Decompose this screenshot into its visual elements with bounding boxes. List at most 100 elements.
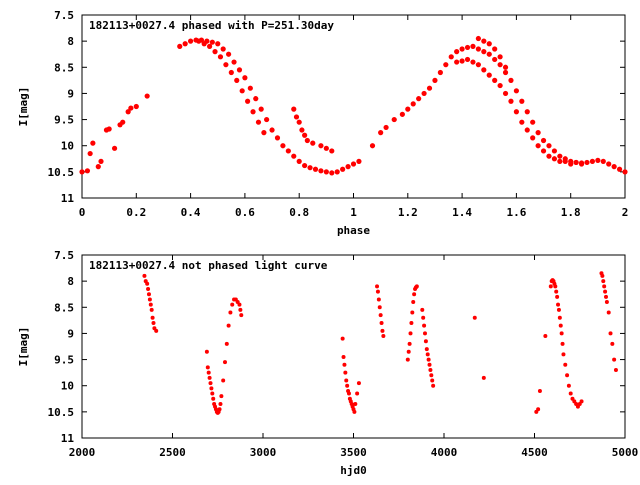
data-point: [546, 143, 552, 149]
data-point: [212, 49, 218, 55]
data-point: [560, 341, 565, 346]
data-point: [568, 391, 573, 396]
data-point: [207, 375, 212, 380]
data-point: [492, 77, 498, 83]
data-point: [601, 279, 606, 284]
data-point: [427, 362, 432, 367]
data-point: [219, 394, 224, 399]
data-point: [414, 284, 419, 289]
data-point: [513, 88, 520, 94]
data-point: [613, 368, 618, 373]
data-point: [508, 98, 514, 104]
x-tick-label: 2000: [69, 446, 96, 459]
x-axis-label: hjd0: [340, 464, 367, 477]
x-tick-label: 0.8: [289, 206, 309, 219]
y-tick-label: 11: [61, 192, 75, 205]
data-point: [307, 165, 313, 171]
data-point: [341, 354, 346, 359]
data-point: [568, 161, 574, 167]
x-tick-label: 0.2: [126, 206, 146, 219]
data-point: [340, 336, 345, 341]
y-tick-label: 9.5: [54, 114, 74, 127]
data-point: [87, 150, 93, 157]
x-tick-label: 1.2: [398, 206, 418, 219]
data-point: [562, 158, 568, 164]
data-point: [106, 126, 112, 132]
data-point: [608, 331, 613, 336]
unphased-panel: 182113+0027.4 not phased light curve hjd…: [17, 249, 638, 477]
data-point: [472, 315, 477, 320]
x-tick-label: 1: [350, 206, 357, 219]
data-point: [535, 130, 541, 136]
data-point: [459, 58, 465, 64]
data-point: [79, 169, 85, 175]
y-tick-label: 9: [67, 87, 74, 100]
data-point: [355, 391, 360, 396]
data-point: [380, 328, 385, 333]
data-point: [475, 62, 481, 68]
x-tick-label: 0.6: [235, 206, 255, 219]
data-point: [228, 69, 234, 76]
data-point: [120, 119, 126, 125]
data-point: [378, 130, 384, 136]
data-point: [293, 114, 300, 120]
phased-panel: 182113+0027.4 phased with P=251.30day ph…: [17, 9, 628, 237]
y-tick-label: 9: [67, 327, 74, 340]
data-point: [334, 169, 340, 175]
x-tick-label: 0.4: [181, 206, 201, 219]
data-point: [210, 391, 215, 396]
data-point: [280, 143, 286, 149]
data-point: [258, 106, 264, 112]
data-point: [230, 302, 235, 307]
panel-title: 182113+0027.4 phased with P=251.30day: [89, 19, 334, 32]
data-point: [555, 294, 560, 299]
data-point: [602, 284, 607, 289]
data-point: [612, 357, 617, 362]
data-point: [481, 67, 487, 73]
data-point: [557, 315, 562, 320]
y-tick-label: 10.5: [48, 406, 75, 419]
data-point: [454, 49, 460, 55]
data-point: [84, 168, 91, 174]
data-point: [369, 143, 376, 149]
data-point: [231, 59, 237, 65]
data-point: [340, 166, 346, 172]
data-point: [238, 307, 243, 312]
y-tick-label: 8.5: [54, 61, 74, 74]
data-point: [133, 103, 139, 110]
data-point: [383, 124, 389, 131]
x-tick-label: 5000: [612, 446, 639, 459]
data-point: [236, 67, 243, 73]
data-point: [346, 391, 351, 396]
data-point: [211, 396, 216, 401]
data-point: [481, 38, 487, 44]
data-point: [430, 378, 435, 383]
data-point: [502, 64, 509, 70]
data-point: [606, 161, 612, 167]
data-point: [207, 43, 213, 49]
data-point: [519, 98, 525, 104]
data-point: [350, 161, 357, 167]
data-point: [565, 373, 570, 378]
data-point: [125, 109, 131, 115]
data-point: [188, 38, 194, 44]
x-tick-label: 3000: [250, 446, 277, 459]
data-point: [329, 148, 335, 154]
data-point: [561, 352, 566, 357]
data-point: [410, 310, 415, 315]
data-point: [437, 69, 443, 76]
y-ticks: 7.5 8 8.5 9 9.5 10 10.5 11: [48, 249, 625, 445]
data-point: [318, 168, 324, 174]
data-point: [90, 140, 96, 146]
data-point: [423, 339, 428, 344]
data-point: [502, 90, 509, 97]
data-point: [269, 127, 275, 133]
data-point: [429, 373, 434, 378]
data-point: [406, 349, 411, 354]
x-tick-label: 2500: [159, 446, 186, 459]
data-point: [543, 334, 548, 339]
x-axis-label: phase: [337, 224, 370, 237]
data-point: [486, 51, 492, 57]
data-point: [556, 307, 561, 312]
